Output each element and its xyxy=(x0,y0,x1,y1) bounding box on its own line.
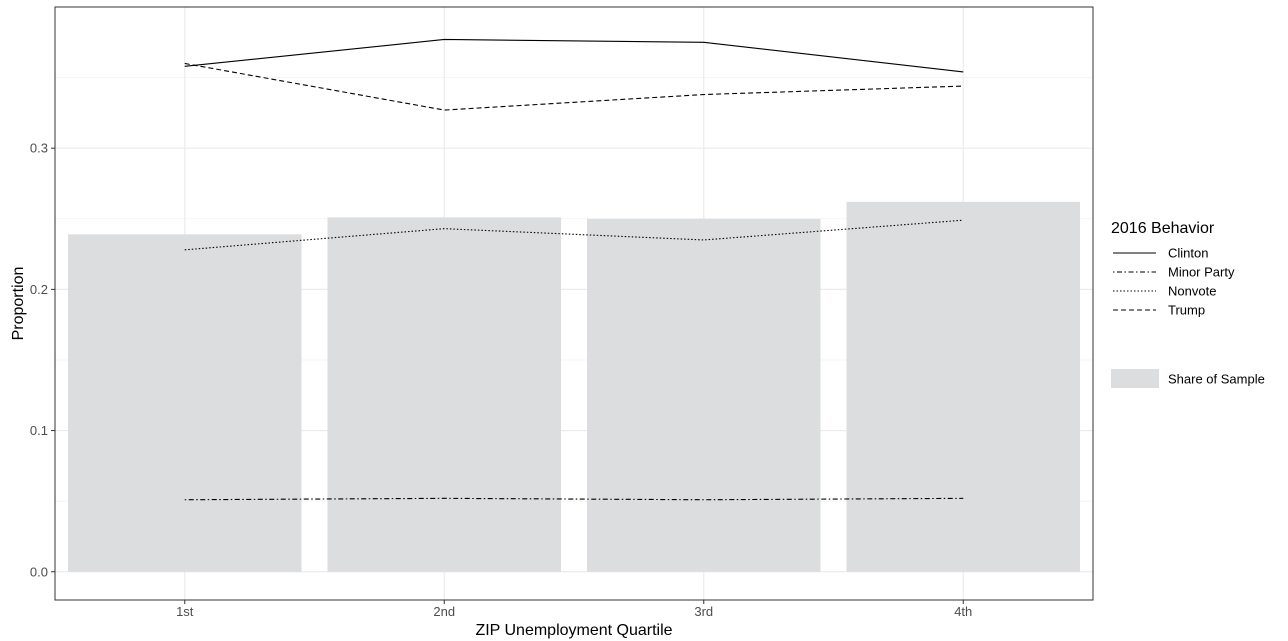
bar-1st xyxy=(67,234,302,572)
legend-key-share-of-sample xyxy=(1111,369,1159,388)
y-tick-label: 0.3 xyxy=(30,141,48,156)
x-axis-title: ZIP Unemployment Quartile xyxy=(475,622,672,639)
legend: 2016 Behavior Clinton Minor Party Nonvote T… xyxy=(1111,220,1265,388)
y-tick-label: 0.1 xyxy=(30,423,48,438)
series-line-clinton xyxy=(184,38,964,73)
legend-label: Nonvote xyxy=(1168,284,1216,299)
y-tick-label: 0.2 xyxy=(30,282,48,297)
legend-label: Minor Party xyxy=(1168,265,1235,280)
x-tick-label: 1st xyxy=(176,604,194,619)
y-axis: 0.0 0.1 0.2 0.3 xyxy=(30,141,55,579)
bar-4th xyxy=(846,201,1081,572)
legend-title: 2016 Behavior xyxy=(1111,220,1215,237)
legend-label: Share of Sample xyxy=(1168,372,1265,387)
x-tick-label: 3rd xyxy=(694,604,713,619)
bars-layer xyxy=(67,201,1081,572)
legend-label: Trump xyxy=(1168,303,1205,318)
x-tick-label: 4th xyxy=(954,604,972,619)
series-line-minor-party xyxy=(184,497,964,501)
bar-3rd xyxy=(586,218,821,572)
series-line-nonvote xyxy=(184,219,964,251)
panel-border xyxy=(54,6,1094,601)
bar-2nd xyxy=(327,217,562,572)
x-tick-label: 2nd xyxy=(433,604,455,619)
legend-label: Clinton xyxy=(1168,246,1208,261)
x-axis: 1st 2nd 3rd 4th xyxy=(176,600,972,619)
lines-layer xyxy=(184,38,964,501)
y-tick-label: 0.0 xyxy=(30,564,48,579)
series-line-trump xyxy=(184,62,964,111)
y-axis-title: Proportion xyxy=(10,267,27,341)
